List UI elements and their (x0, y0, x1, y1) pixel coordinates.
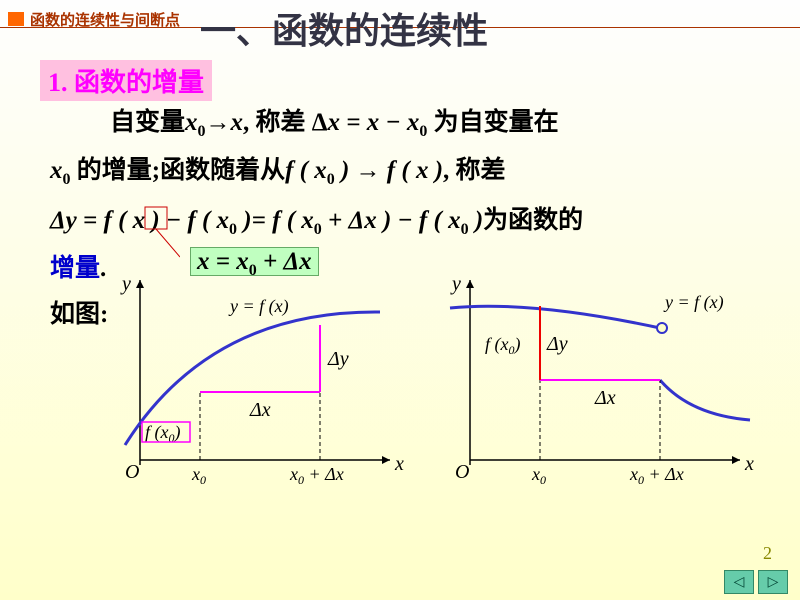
page-number: 2 (763, 543, 772, 564)
svg-text:y = f (x): y = f (x) (663, 292, 724, 313)
svg-text:y = f (x): y = f (x) (228, 296, 289, 317)
svg-text:O: O (455, 461, 469, 483)
svg-text:x0 + Δx: x0 + Δx (629, 464, 684, 487)
main-title: 一、函数的连续性 (200, 2, 488, 54)
prev-icon: ◁ (734, 574, 745, 591)
right-graph: y x O y = f (x) Δy Δx f (x0) x0 x0 + Δx (430, 270, 770, 510)
svg-text:Δx: Δx (594, 387, 616, 409)
header-icon (8, 12, 24, 26)
svg-text:x0: x0 (531, 464, 546, 487)
svg-text:Δy: Δy (327, 348, 349, 370)
prev-button[interactable]: ◁ (724, 570, 754, 594)
next-button[interactable]: ▷ (758, 570, 788, 594)
callout-box (140, 205, 180, 265)
svg-text:x: x (744, 453, 754, 475)
header-bar: 函数的连续性与间断点 (8, 10, 180, 28)
svg-text:f (x0): f (x0) (485, 334, 520, 357)
svg-text:y: y (120, 273, 131, 295)
section-title: 1. 函数的增量 (40, 60, 212, 101)
text-line-3: Δy = f ( x ) − f ( x0 )= f ( x0 + Δx ) −… (50, 200, 583, 239)
svg-text:Δx: Δx (249, 399, 271, 421)
next-icon: ▷ (768, 574, 779, 591)
left-graph: y x O y = f (x) Δy Δx f (x0) x0 x0 + Δx (100, 270, 420, 510)
svg-text:x0: x0 (191, 464, 206, 487)
svg-text:x: x (394, 453, 404, 475)
text-line-2: x0 的增量;函数随着从f ( x0 ) → f ( x ), 称差 (50, 150, 506, 189)
text-line-1: 自变量x0→x, 称差 Δx = x − x0 为自变量在 (110, 102, 559, 141)
svg-text:y: y (450, 273, 461, 295)
svg-text:x0 + Δx: x0 + Δx (289, 464, 344, 487)
text-line-4: 增量. (50, 248, 106, 284)
svg-text:O: O (125, 461, 139, 483)
svg-text:Δy: Δy (546, 333, 568, 355)
